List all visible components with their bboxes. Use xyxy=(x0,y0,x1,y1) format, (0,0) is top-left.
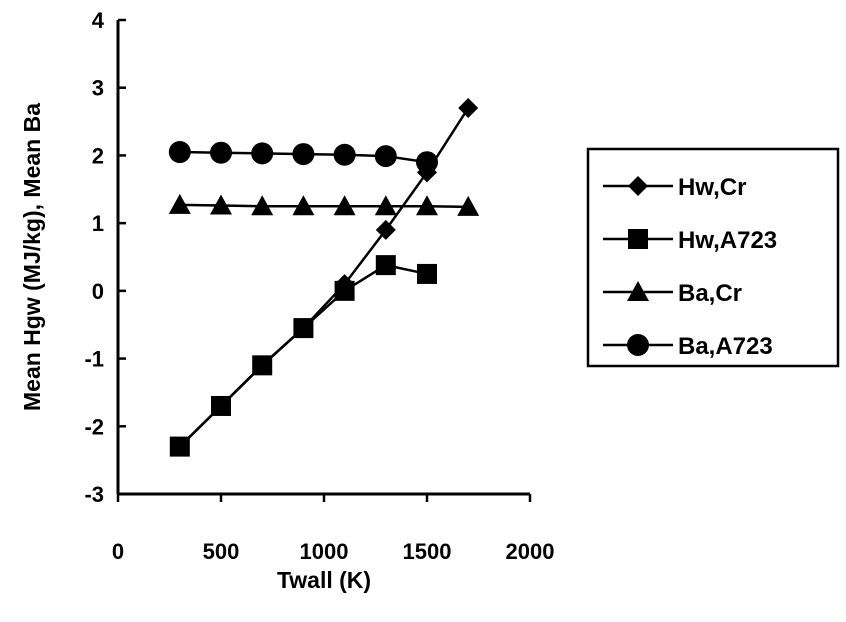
data-point-circle xyxy=(210,141,232,164)
data-point-triangle xyxy=(374,195,397,216)
legend-item: Hw,Cr xyxy=(603,174,746,201)
x-tick-label: 1000 xyxy=(300,539,349,564)
data-point-square xyxy=(252,355,273,376)
series-layer xyxy=(168,98,480,457)
legend-label: Hw,A723 xyxy=(678,227,777,254)
y-tick-label: 0 xyxy=(92,279,104,304)
x-ticks: 0 500 1000 1500 2000 xyxy=(112,494,555,564)
y-tick-label: 4 xyxy=(92,8,105,33)
x-tick-label: 2000 xyxy=(506,539,555,564)
y-axis-title: Mean Hgw (MJ/kg), Mean Ba xyxy=(19,103,45,411)
y-tick-label: -1 xyxy=(84,347,104,372)
legend: Hw,Cr Hw,A723 Ba,Cr Ba,A723 xyxy=(586,147,840,368)
x-axis-title: Twall (K) xyxy=(277,567,371,593)
series-2 xyxy=(169,255,437,457)
data-point-triangle xyxy=(333,195,356,216)
series-3 xyxy=(168,193,480,216)
legend-label: Hw,Cr xyxy=(678,174,746,201)
legend-marker-diamond xyxy=(628,176,648,196)
data-point-square xyxy=(169,436,190,457)
legend-item: Ba,Cr xyxy=(603,280,742,307)
data-point-triangle xyxy=(416,195,438,216)
y-ticks: -3 -2 -1 0 1 2 3 4 xyxy=(84,8,126,507)
y-tick-label: 2 xyxy=(92,143,104,168)
y-tick-label: 1 xyxy=(92,211,104,236)
y-tick-label: -2 xyxy=(84,414,104,439)
legend-marker-triangle xyxy=(627,281,649,301)
data-point-circle xyxy=(416,151,438,174)
series-line xyxy=(179,203,469,209)
series-line xyxy=(178,263,428,448)
data-point-triangle xyxy=(457,195,480,216)
data-point-diamond xyxy=(375,219,396,240)
legend-items: Hw,Cr Hw,A723 Ba,Cr Ba,A723 xyxy=(603,174,777,360)
x-tick-label: 1500 xyxy=(403,539,452,564)
data-point-triangle xyxy=(210,194,232,215)
data-point-circle xyxy=(292,143,315,166)
legend-item: Hw,A723 xyxy=(603,227,777,254)
data-point-square xyxy=(211,395,231,416)
legend-item: Ba,A723 xyxy=(603,333,773,360)
legend-label: Ba,Cr xyxy=(678,280,742,307)
data-point-triangle xyxy=(168,193,191,214)
data-point-square xyxy=(375,255,396,276)
legend-marker-circle xyxy=(627,334,649,356)
data-point-diamond xyxy=(458,98,479,119)
data-point-square xyxy=(417,263,437,284)
plot-area: -3 -2 -1 0 1 2 3 4 0 500 1000 1500 2000 xyxy=(84,8,554,564)
x-tick-label: 0 xyxy=(112,539,124,564)
series-4 xyxy=(168,141,438,174)
data-point-circle xyxy=(168,141,191,164)
legend-label: Ba,A723 xyxy=(678,333,773,360)
data-point-circle xyxy=(374,145,397,168)
data-point-circle xyxy=(333,143,356,166)
legend-marker-square xyxy=(628,229,648,249)
x-tick-label: 500 xyxy=(203,539,240,564)
data-point-circle xyxy=(251,142,274,165)
data-point-square xyxy=(334,280,355,301)
data-point-square xyxy=(293,318,314,339)
y-tick-label: -3 xyxy=(84,482,104,507)
data-point-triangle xyxy=(251,195,274,216)
y-tick-label: 3 xyxy=(92,76,104,101)
data-point-triangle xyxy=(292,195,315,216)
